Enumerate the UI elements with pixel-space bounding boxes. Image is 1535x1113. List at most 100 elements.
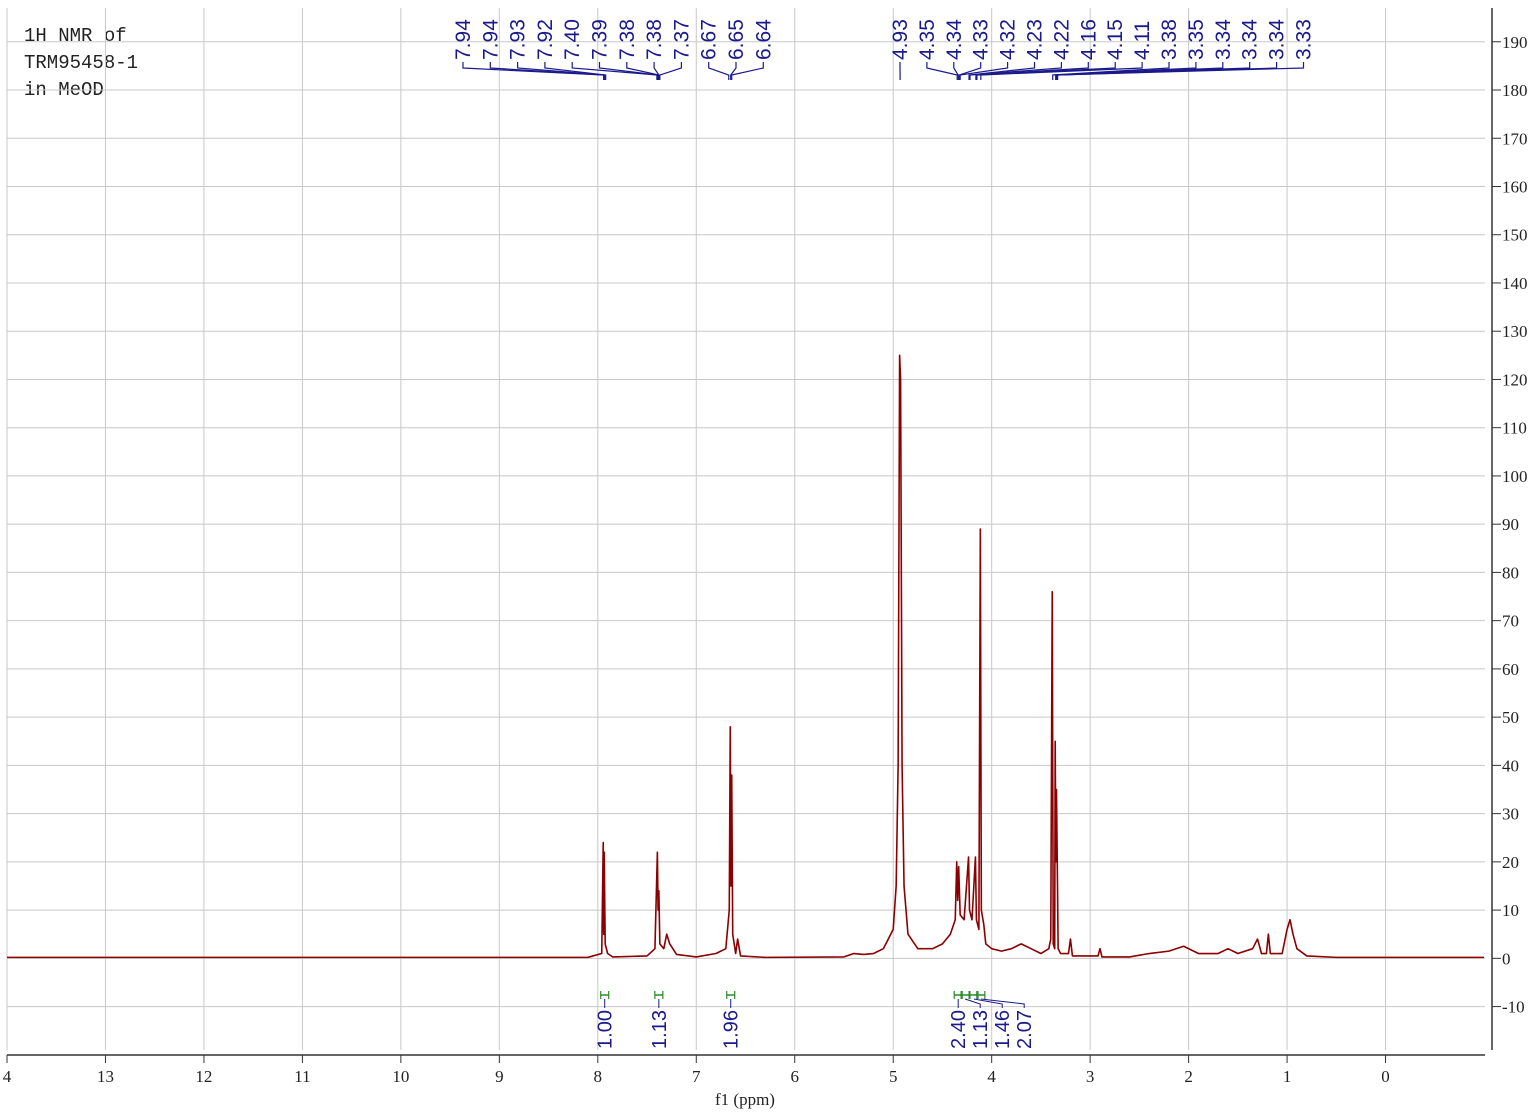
peak-label: 6.65 (725, 19, 748, 60)
peak-connector (980, 62, 1143, 80)
y-tick-label: 160 (1502, 177, 1528, 196)
peak-connector (953, 62, 959, 80)
y-tick-label: 10 (1502, 901, 1519, 920)
peak-label: 3.35 (1185, 19, 1208, 60)
peak-label: 7.38 (616, 19, 639, 60)
x-tick-label: 1 (1283, 1067, 1292, 1086)
peak-connector (489, 62, 605, 80)
x-tick-label: 6 (790, 1067, 799, 1086)
peak-label: 7.38 (643, 19, 666, 60)
y-tick-label: 130 (1502, 322, 1528, 341)
y-tick-label: 140 (1502, 274, 1528, 293)
y-tick-label: 80 (1502, 563, 1519, 582)
peak-connector (516, 62, 606, 80)
integral-label: 1.13 (970, 1010, 992, 1049)
integral-connector (973, 998, 1003, 1008)
peak-connector (1052, 62, 1170, 80)
y-tick-label: 30 (1502, 805, 1519, 824)
peak-label: 3.38 (1158, 19, 1181, 60)
peak-label: 7.40 (561, 19, 584, 60)
peak-connector (659, 62, 683, 80)
peak-connector (544, 62, 607, 80)
peak-label: 3.33 (1293, 19, 1316, 60)
y-tick-label: 0 (1502, 949, 1511, 968)
y-tick-label: 60 (1502, 660, 1519, 679)
peak-label: 4.15 (1104, 19, 1127, 60)
peak-label: 4.34 (943, 19, 966, 60)
peak-label: 4.11 (1131, 21, 1154, 60)
integral-connector (980, 998, 1025, 1008)
peak-connector (958, 62, 982, 80)
y-tick-label: 100 (1502, 467, 1528, 486)
peak-connector (968, 62, 1036, 80)
peak-connector (975, 62, 1089, 80)
x-tick-label: 13 (97, 1067, 114, 1086)
y-tick-label: 150 (1502, 226, 1528, 245)
peak-connector (708, 62, 730, 80)
y-tick-label: 180 (1502, 81, 1528, 100)
integral-label: 2.40 (948, 1010, 970, 1049)
x-tick-label: 4 (3, 1067, 12, 1086)
peak-label: 4.32 (997, 19, 1020, 60)
y-tick-label: 40 (1502, 756, 1519, 775)
peak-label: 4.93 (889, 19, 912, 60)
axes: 4 13 12 11 10 9 8 7 6 5 4 3 2 1 0-10010203040506070809… (3, 8, 1528, 1086)
x-tick-label: 4 (987, 1067, 996, 1086)
y-tick-label: 90 (1502, 515, 1519, 534)
peak-labels: 7.94 7.94 7.93 7.92 7.40 7.39 7.38 7.38 7.37 6.67… (452, 19, 1316, 80)
peak-connector (730, 62, 737, 80)
x-tick-label: 9 (495, 1067, 504, 1086)
peak-label: 4.35 (916, 19, 939, 60)
title-line: TRM95458-1 (24, 52, 138, 74)
peak-connector (731, 62, 764, 80)
peak-label: 6.67 (698, 19, 721, 60)
y-tick-label: 50 (1502, 708, 1519, 727)
peak-label: 7.92 (534, 19, 557, 60)
peak-label: 7.39 (589, 19, 612, 60)
peak-connector (571, 62, 658, 80)
grid (6, 8, 1485, 1050)
peak-label: 3.34 (1266, 19, 1289, 60)
y-tick-label: 70 (1502, 612, 1519, 631)
peak-label: 3.34 (1212, 19, 1235, 60)
peak-connector (926, 62, 958, 80)
integrals: 1.00 1.13 1.96 2.40 1.13 1.46 2.07 (595, 991, 1036, 1049)
peak-connector (969, 62, 1063, 80)
x-tick-label: 5 (889, 1067, 898, 1086)
y-tick-label: 190 (1502, 33, 1528, 52)
peak-connector (598, 62, 659, 80)
y-tick-label: 110 (1502, 419, 1527, 438)
integral-label: 1.13 (649, 1010, 671, 1049)
peak-label: 3.34 (1239, 19, 1262, 60)
x-tick-label: 8 (594, 1067, 603, 1086)
x-tick-label: 10 (392, 1067, 409, 1086)
x-tick-label: 11 (294, 1067, 310, 1086)
integral-connector (964, 998, 981, 1008)
y-tick-label: -10 (1502, 998, 1525, 1017)
x-tick-label: 0 (1381, 1067, 1390, 1086)
peak-label: 7.93 (507, 19, 530, 60)
spectrum-line (7, 354, 1485, 959)
y-tick-label: 170 (1502, 129, 1528, 148)
peak-label: 4.22 (1050, 19, 1073, 60)
y-tick-label: 120 (1502, 370, 1528, 389)
peak-connector (1057, 62, 1305, 80)
integral-label: 1.96 (721, 1010, 743, 1049)
peak-connector (976, 62, 1116, 80)
peak-label: 4.33 (970, 19, 993, 60)
x-tick-label: 7 (692, 1067, 701, 1086)
peak-connector (653, 62, 660, 80)
integral-label: 2.07 (1014, 1010, 1036, 1049)
peak-label: 6.64 (752, 19, 775, 60)
peak-label: 4.23 (1024, 19, 1047, 60)
peak-label: 7.37 (670, 19, 693, 60)
integral-label: 1.46 (992, 1010, 1014, 1049)
x-tick-label: 3 (1086, 1067, 1095, 1086)
x-tick-label: 2 (1184, 1067, 1193, 1086)
peak-label: 7.94 (452, 19, 475, 60)
integral-label: 1.00 (595, 1010, 617, 1049)
peak-connector (959, 62, 1009, 80)
y-tick-label: 20 (1502, 853, 1519, 872)
